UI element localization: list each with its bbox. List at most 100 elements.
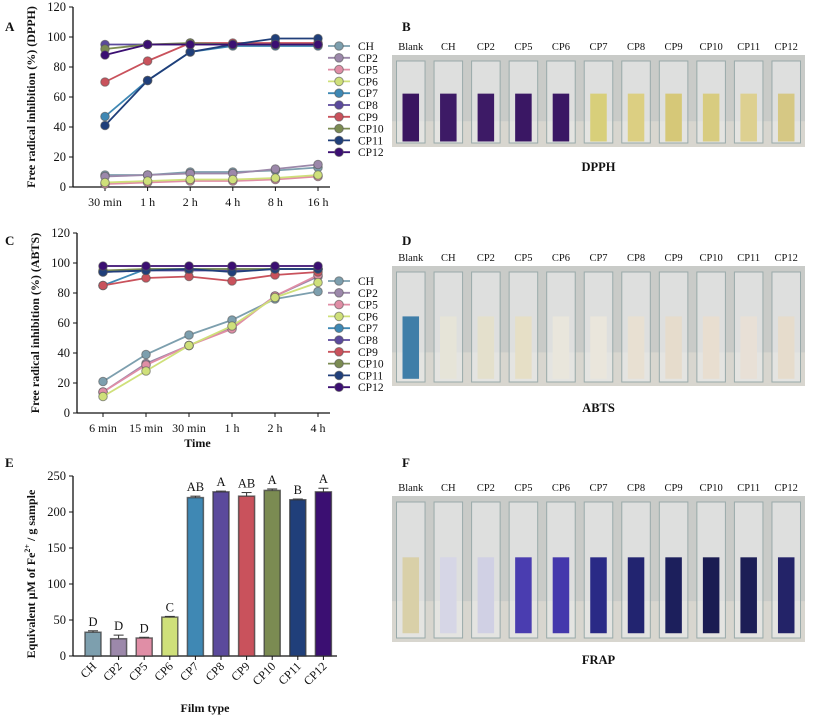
panel-label-A: A [5,19,15,34]
legend-label: CP7 [358,88,378,100]
y-tick-label: 60 [58,316,71,330]
legend-marker-CP7 [334,88,344,98]
photo-FRAP [392,496,805,642]
panel-label-E: E [5,455,14,470]
data-point-CP6 [100,177,110,188]
series-line-CP11 [104,37,318,127]
photo-label: CP12 [775,253,798,264]
legend-marker-CH [334,41,344,51]
data-point-CP6 [270,292,280,303]
photo-label: CP9 [665,483,683,494]
x-tick-label: 2 h [183,195,198,209]
panel-label-D: D [402,233,411,248]
photo-label: CP10 [699,483,722,494]
photo-label: CP8 [627,42,645,53]
legend-label: CP12 [358,147,384,159]
bar-CP5 [135,637,153,657]
legend-label: CH [358,276,374,288]
legend-label: CP6 [358,76,378,88]
cuvette-liquid [590,557,607,634]
photo-label: CP5 [514,253,532,264]
series-line-CP12 [104,43,318,56]
photo-label: CH [441,42,456,53]
cuvette-liquid [515,557,532,634]
data-point-CP6 [184,340,194,351]
series-line-CP11 [102,268,318,273]
photo-label: CP2 [477,42,495,53]
panel-label-C: C [5,233,14,248]
y-tick-label: 0 [64,406,70,420]
series-line-CP5 [102,274,319,393]
cuvette-liquid [402,557,420,634]
y-tick-label: 40 [58,346,71,360]
y-tick-label: 0 [60,180,66,194]
x-tick-label: CP7 [177,659,202,684]
series-line-CP7 [104,45,318,118]
data-point-CP12 [227,261,237,271]
data-point-CP6 [185,174,195,185]
cuvette-liquid [590,316,607,379]
series-line-CP6 [102,281,319,398]
cuvette-liquid [552,557,570,634]
photo-label: CP5 [514,483,532,494]
x-axis-label: Film type [181,701,231,715]
series-line-CP2 [104,163,319,178]
photo-label: CP5 [514,42,532,53]
series-line-CH [102,290,319,383]
cuvette-liquid [665,93,682,142]
photo-caption: ABTS [582,401,615,415]
data-point-CP6 [98,391,108,402]
data-point-CP6 [142,176,153,186]
bar-CP9 [237,495,256,657]
bar-CH [84,631,102,657]
cuvette-liquid [627,316,645,379]
x-tick-label: 1 h [225,421,240,435]
photo-label: CP9 [665,253,683,264]
legend-label: CP11 [358,135,383,147]
x-tick-label: 1 h [140,195,155,209]
photo-label: CP8 [627,483,645,494]
series-line-CP9 [102,271,319,287]
data-point-CH [141,349,151,360]
x-tick-label: 2 h [268,421,283,435]
cuvette-liquid [777,93,795,142]
y-tick-label: 80 [58,286,71,300]
photo-label: CP8 [627,253,645,264]
bar-CP2 [109,637,128,657]
bar-CP8 [212,491,230,657]
data-point-CP12 [100,50,110,60]
x-tick-label: 8 h [268,195,283,209]
y-tick-label: 50 [54,613,67,627]
photo-label: CP11 [737,42,760,53]
y-tick-label: 20 [58,376,71,390]
cuvette-liquid [740,557,757,634]
legend-label: CP8 [358,335,378,347]
x-tick-label: 4 h [225,195,240,209]
y-tick-label: 150 [47,541,66,555]
cuvette-liquid [477,93,495,142]
photo-label: CP10 [699,253,722,264]
cuvette-liquid [702,316,720,379]
significance-letter: B [294,483,302,497]
legend-label: CP6 [358,311,378,323]
data-point-CP6 [228,174,238,185]
cuvette-liquid [627,557,645,634]
photo-label: CP11 [737,253,760,264]
cuvette-liquid [665,316,682,379]
x-tick-label: 6 min [89,421,117,435]
legend-label: CP12 [358,382,384,394]
y-tick-label: 100 [47,577,66,591]
y-tick-label: 100 [51,256,70,270]
legend-marker-CP2 [334,53,344,63]
cuvette-liquid [777,316,795,379]
legend-marker-CP9 [334,347,344,357]
cuvette-liquid [477,557,495,634]
photo-ABTS [392,266,805,386]
photo-label: Blank [398,253,424,264]
significance-letter: D [88,615,97,629]
photo-caption: FRAP [582,653,616,667]
photo-label: CH [441,253,456,264]
photo-DPPH [392,55,805,147]
data-point-CH [313,286,323,297]
